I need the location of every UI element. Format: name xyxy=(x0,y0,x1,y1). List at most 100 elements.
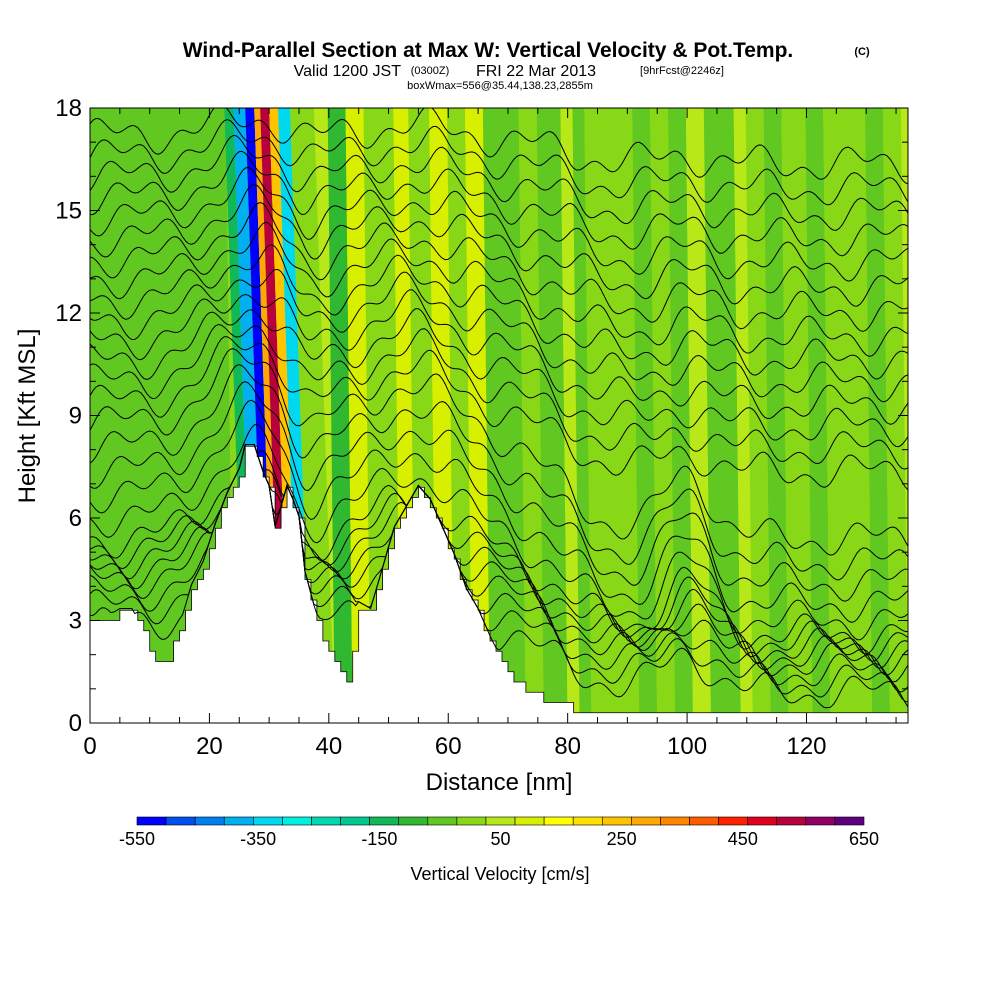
x-tick-label: 80 xyxy=(554,733,581,760)
velocity-band xyxy=(703,108,741,723)
chart-subnote: boxWmax=556@35.44,138.23,2855m xyxy=(407,80,593,92)
velocity-band xyxy=(781,108,813,723)
colorbar xyxy=(136,816,865,826)
colorbar-tick-label: 650 xyxy=(849,829,879,849)
y-tick-label: 15 xyxy=(55,198,82,225)
colorbar-swatch xyxy=(660,816,690,826)
colorbar-swatch xyxy=(689,816,719,826)
x-tick-label: 120 xyxy=(786,733,826,760)
y-tick-label: 3 xyxy=(69,608,82,635)
velocity-band xyxy=(805,108,831,723)
colorbar-tick-label: 450 xyxy=(728,829,758,849)
copyright-mark: (C) xyxy=(854,46,870,58)
velocity-band xyxy=(584,108,640,723)
colorbar-tick-label: -350 xyxy=(240,829,276,849)
y-tick-label: 6 xyxy=(69,505,82,532)
colorbar-swatch xyxy=(631,816,661,826)
isentrope-line xyxy=(90,381,908,602)
colorbar-swatch xyxy=(747,816,778,826)
x-tick-label: 40 xyxy=(315,733,342,760)
colorbar-swatch xyxy=(282,816,312,826)
y-tick-label: 0 xyxy=(69,710,82,737)
colorbar-swatch xyxy=(718,816,748,826)
isentrope-line xyxy=(90,134,908,231)
isentrope-line xyxy=(90,166,908,282)
velocity-band xyxy=(685,108,711,723)
isentrope-line xyxy=(90,308,908,448)
colorbar-tick-labels: -550 -350 -150 50 250 450 650 xyxy=(119,829,879,849)
colorbar-tick-label: 50 xyxy=(490,829,510,849)
isentrope-line xyxy=(90,201,908,332)
y-tick-label: 18 xyxy=(55,95,82,122)
colorbar-swatch xyxy=(601,816,632,826)
velocity-band xyxy=(823,108,873,723)
velocity-band xyxy=(572,108,592,723)
velocity-band xyxy=(345,108,371,723)
colorbar-swatch xyxy=(572,816,603,826)
isentrope-line xyxy=(90,423,908,641)
velocity-band xyxy=(560,108,580,723)
x-tick-label: 100 xyxy=(667,733,707,760)
isentrope-line xyxy=(90,244,908,380)
velocity-band xyxy=(882,108,908,723)
colorbar-swatch xyxy=(543,816,574,826)
colorbar-swatch xyxy=(136,816,167,826)
isentrope-line xyxy=(90,364,908,581)
colorbar-tick-label: 250 xyxy=(607,829,637,849)
isentrope-line xyxy=(90,150,908,257)
isentrope-line xyxy=(90,183,908,307)
y-axis: 0 3 6 9 12 15 18 xyxy=(55,95,908,737)
velocity-band xyxy=(464,108,491,723)
colorbar-swatch xyxy=(194,816,225,826)
colorbar-swatch xyxy=(776,816,807,826)
subtitle-utc: (0300Z) xyxy=(411,65,450,77)
colorbar-label: Vertical Velocity [cm/s] xyxy=(410,864,589,884)
chart-title: Wind-Parallel Section at Max W: Vertical… xyxy=(183,39,794,62)
velocity-band xyxy=(763,108,789,723)
chart-subtitle: Valid 1200 JST (0300Z) FRI 22 Mar 2013 [… xyxy=(294,63,724,80)
isentrope-line xyxy=(90,268,908,403)
colorbar-swatch xyxy=(311,816,341,826)
subtitle-date: FRI 22 Mar 2013 xyxy=(476,63,596,80)
colorbar-swatch xyxy=(834,816,865,826)
velocity-band xyxy=(667,108,694,723)
plot-area xyxy=(90,108,908,723)
colorbar-swatch xyxy=(427,816,458,826)
colorbar-swatch xyxy=(369,816,400,826)
isentrope-line xyxy=(90,336,908,491)
isentrope-line xyxy=(90,348,908,556)
isentrope-line xyxy=(90,119,908,206)
isentrope-line xyxy=(90,221,908,357)
colorbar-swatch xyxy=(805,816,836,826)
x-axis-label: Distance [nm] xyxy=(426,769,573,796)
y-tick-label: 12 xyxy=(55,300,82,327)
x-tick-label: 0 xyxy=(83,733,96,760)
y-axis-label: Height [Kft MSL] xyxy=(14,329,41,504)
isentrope-line xyxy=(90,399,908,623)
velocity-band xyxy=(733,108,753,723)
isentrope-line xyxy=(90,289,908,425)
x-tick-label: 20 xyxy=(196,733,223,760)
colorbar-swatch xyxy=(340,816,370,826)
isentrope-line xyxy=(90,108,908,185)
x-axis: 0 20 40 60 80 100 120 xyxy=(83,108,897,760)
colorbar-swatch xyxy=(514,816,545,826)
x-tick-label: 60 xyxy=(435,733,462,760)
velocity-band xyxy=(536,108,568,723)
isentrope-line xyxy=(90,323,908,470)
velocity-band xyxy=(482,108,526,723)
subtitle-valid: Valid 1200 JST xyxy=(294,63,402,80)
colorbar-swatch xyxy=(165,816,196,826)
isentrope-line xyxy=(90,444,908,655)
colorbar-swatch xyxy=(253,816,283,826)
colorbar-swatch xyxy=(456,816,487,826)
colorbar-tick-label: -150 xyxy=(361,829,397,849)
y-tick-label: 9 xyxy=(69,403,82,430)
colorbar-swatch xyxy=(398,816,429,826)
colorbar-tick-label: -550 xyxy=(119,829,155,849)
colorbar-swatch xyxy=(223,816,254,826)
velocity-band xyxy=(632,108,658,723)
colorbar-swatch xyxy=(485,816,516,826)
subtitle-forecast: [9hrFcst@2246z] xyxy=(640,65,724,77)
